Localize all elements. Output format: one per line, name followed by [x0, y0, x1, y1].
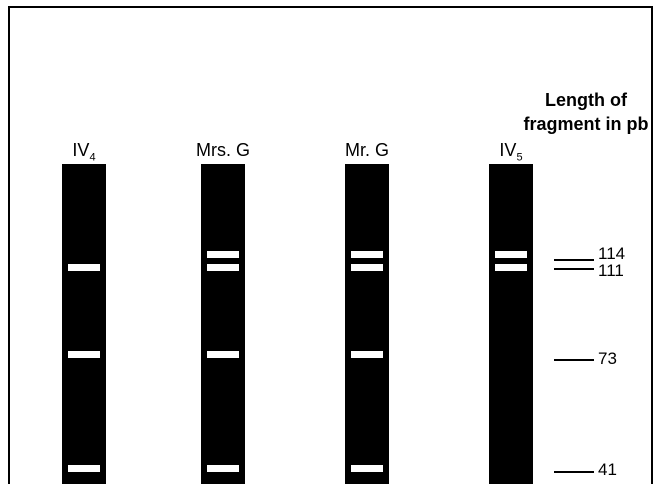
ladder-tick-41 — [554, 471, 594, 473]
lane-4 — [489, 164, 533, 484]
ladder-label-111: 111 — [598, 261, 624, 280]
ladder-label-73: 73 — [598, 349, 617, 368]
ladder-tick-114 — [554, 259, 594, 261]
ladder-tick-73 — [554, 359, 594, 361]
ladder-label-41: 41 — [598, 460, 617, 479]
figure-frame — [8, 6, 653, 484]
band-41 — [68, 465, 100, 472]
lane-3 — [345, 164, 389, 484]
ladder-label-114: 114 — [598, 244, 626, 263]
band-73 — [207, 351, 239, 358]
band-111 — [68, 264, 100, 271]
band-41 — [351, 465, 383, 472]
lane-label-2: Mrs. G — [196, 140, 250, 160]
band-73 — [351, 351, 383, 358]
legend-title: Length of fragment in pb — [523, 90, 649, 134]
band-73 — [68, 351, 100, 358]
band-41 — [207, 465, 239, 472]
lane-2 — [201, 164, 245, 484]
band-114 — [495, 251, 527, 258]
band-114 — [207, 251, 239, 258]
ladder-tick-111 — [554, 268, 594, 270]
band-111 — [495, 264, 527, 271]
lane-1 — [62, 164, 106, 484]
lane-label-1: IV4 — [72, 140, 96, 164]
lane-label-4: IV5 — [499, 140, 523, 164]
lane-label-3: Mr. G — [345, 140, 389, 160]
band-111 — [351, 264, 383, 271]
band-114 — [351, 251, 383, 258]
band-111 — [207, 264, 239, 271]
